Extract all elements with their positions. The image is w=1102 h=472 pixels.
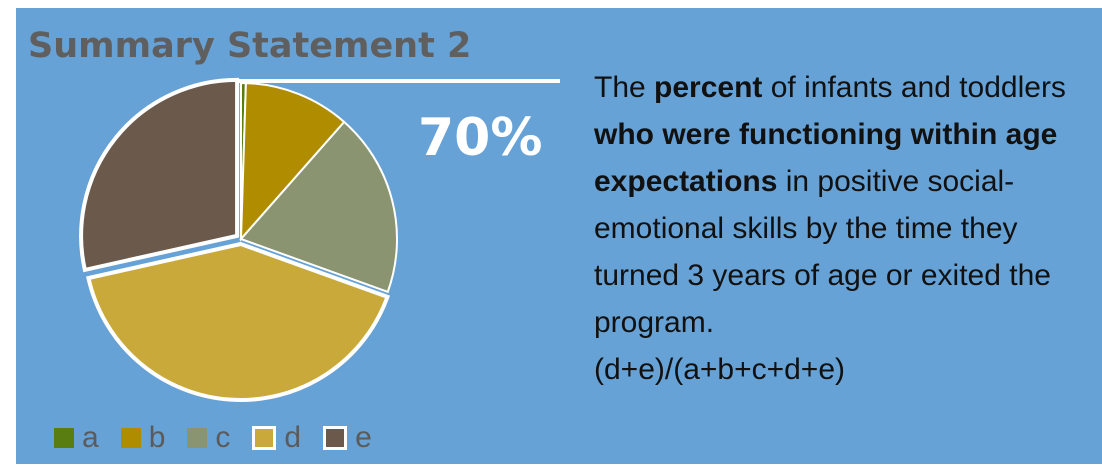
legend-label-a: a: [82, 421, 99, 454]
legend-label-c: c: [215, 421, 231, 454]
legend-swatch-e: [323, 426, 348, 450]
legend-swatch-d: [252, 426, 277, 450]
description-text: The percent of infants and toddlers who …: [594, 64, 1094, 393]
leader-line: [239, 79, 560, 83]
legend-item-d: d: [252, 421, 301, 455]
highlight-percent: 70%: [418, 108, 543, 168]
pie-slice-d: [86, 241, 391, 402]
legend-swatch-c: [187, 428, 208, 448]
desc-part-2: of infants and toddlers: [762, 71, 1066, 104]
legend-label-d: d: [284, 421, 302, 454]
chart-title: Summary Statement 2: [28, 26, 472, 66]
legend-item-c: c: [187, 421, 230, 455]
desc-bold-functioning: who were functioning within age expectat…: [594, 118, 1058, 198]
legend-item-b: b: [120, 421, 166, 455]
pie-slice-b: [239, 82, 346, 242]
legend-swatch-a: [54, 428, 74, 448]
legend-item-e: e: [323, 421, 372, 455]
formula-text: (d+e)/(a+b+c+d+e): [594, 353, 846, 386]
legend-item-a: a: [54, 421, 99, 455]
legend-label-b: b: [148, 421, 166, 454]
legend-swatch-b: [120, 428, 141, 448]
desc-bold-percent: percent: [654, 71, 763, 104]
desc-part-1: The: [594, 71, 655, 104]
pie-slice-c: [239, 120, 398, 294]
pie-slices: [79, 77, 398, 402]
desc-part-3: in positive social-emotional skills by t…: [594, 165, 1051, 339]
legend: a b c d e: [54, 420, 394, 456]
legend-label-e: e: [355, 421, 372, 454]
pie-slice-e: [79, 77, 240, 273]
